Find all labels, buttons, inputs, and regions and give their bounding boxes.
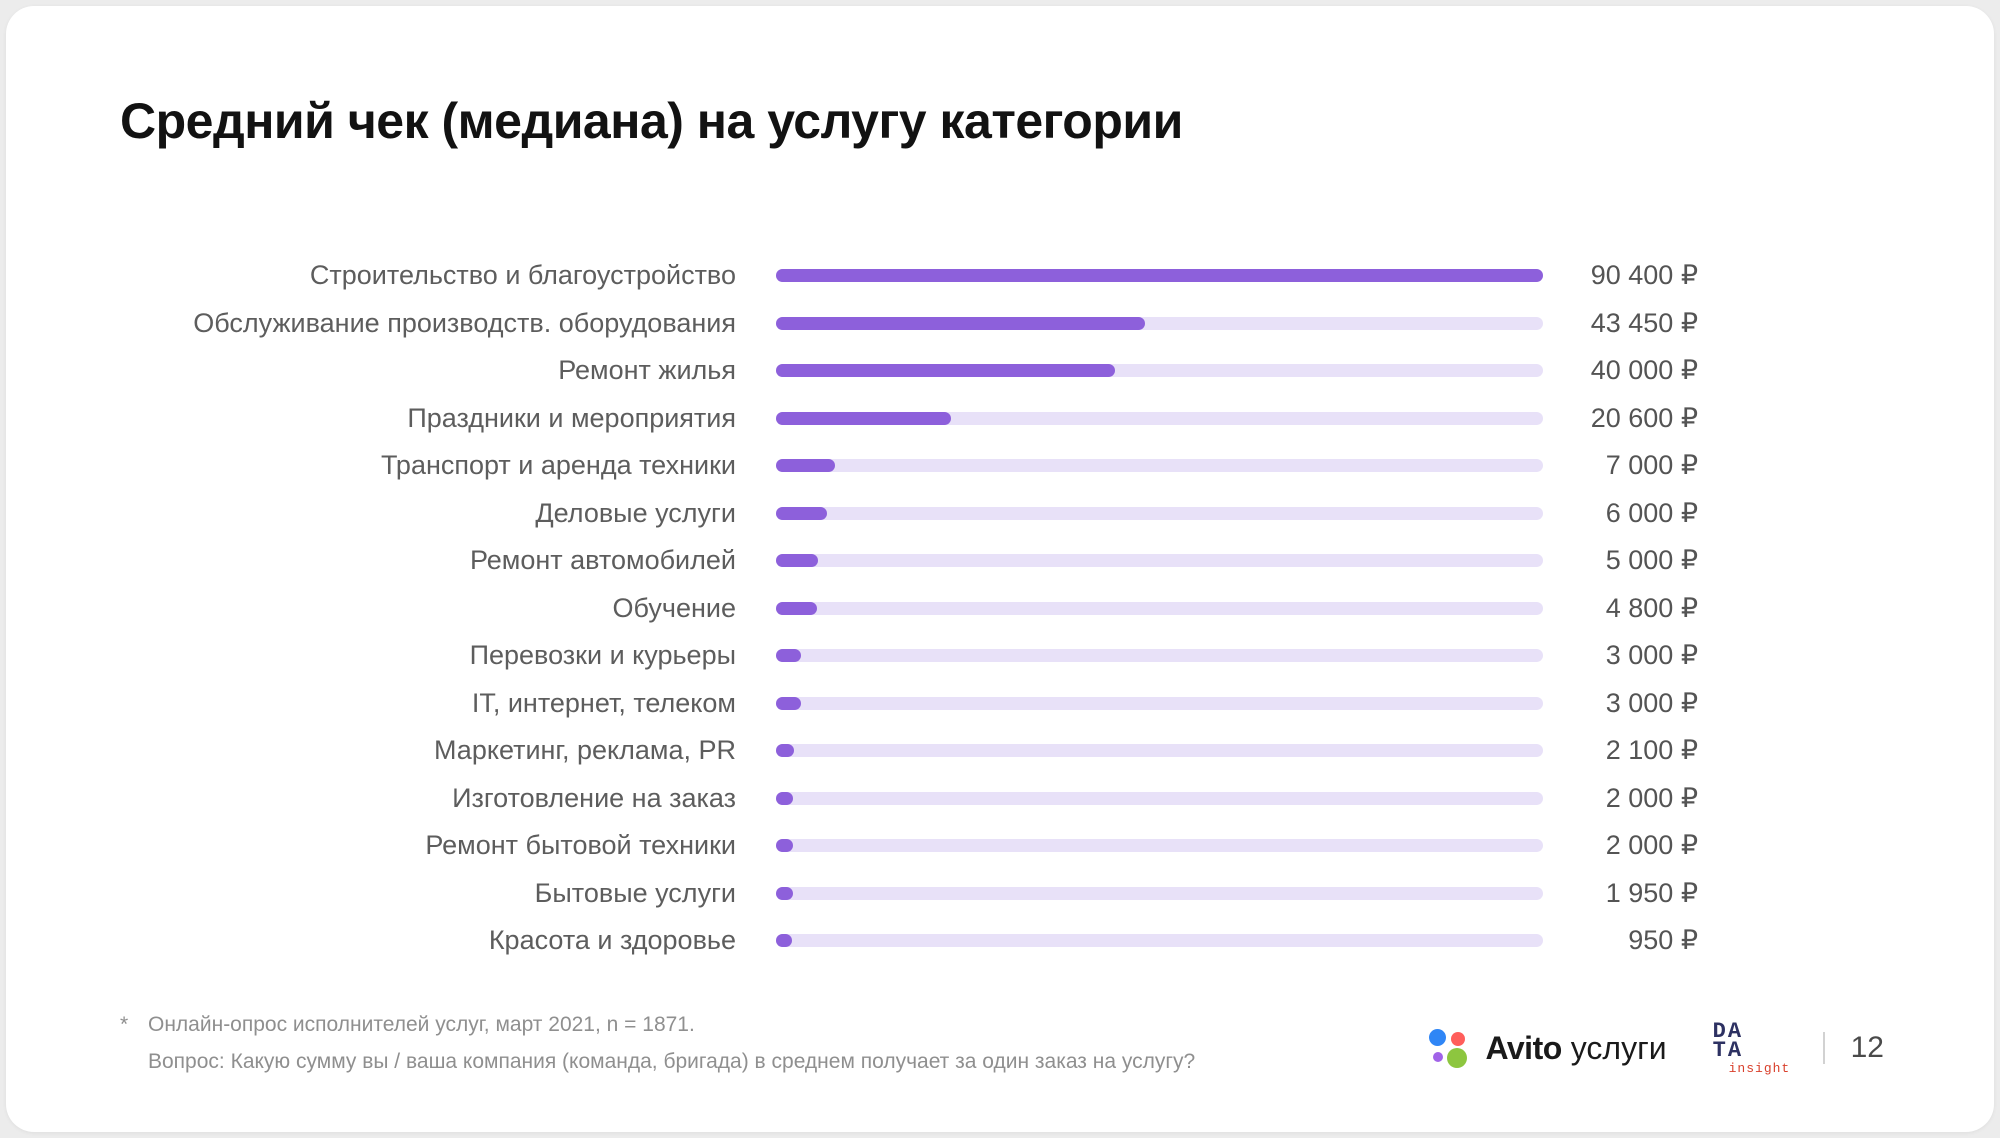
footer: Avito услуги DA TA insight 12 (1427, 1019, 1884, 1077)
bar-fill (776, 696, 802, 710)
bar-track (776, 316, 1543, 330)
value-label: 40 000 ₽ (1590, 355, 1698, 386)
bar-fill (776, 839, 793, 853)
category-label: Ремонт жилья (558, 355, 736, 386)
bar-track (776, 459, 1543, 473)
chart-row: Красота и здоровье 950 ₽ (120, 917, 1698, 965)
data-insight-line-2: TA (1712, 1038, 1744, 1063)
bar-track (776, 934, 1543, 948)
chart-row: Транспорт и аренда техники 7 000 ₽ (120, 442, 1698, 490)
chart-row: Ремонт автомобилей 5 000 ₽ (120, 537, 1698, 585)
category-label: Маркетинг, реклама, PR (434, 735, 736, 766)
footer-divider (1822, 1032, 1825, 1064)
value-label: 950 ₽ (1628, 925, 1698, 956)
value-label: 2 000 ₽ (1605, 830, 1698, 861)
category-label: Бытовые услуги (534, 877, 736, 908)
category-label: Обучение (612, 592, 736, 623)
chart-row: Перевозки и курьеры 3 000 ₽ (120, 632, 1698, 680)
bar-track (776, 554, 1543, 568)
chart-row: Деловые услуги 6 000 ₽ (120, 490, 1698, 538)
bar-track (776, 364, 1543, 378)
bar-fill (776, 934, 792, 948)
category-label: Деловые услуги (535, 497, 736, 528)
bar-fill (776, 649, 802, 663)
chart-row: Обучение 4 800 ₽ (120, 585, 1698, 633)
bar-chart: Строительство и благоустройство 90 400 ₽… (120, 252, 1698, 965)
avito-dot-green (1447, 1048, 1468, 1068)
bar-track (776, 744, 1543, 758)
bar-track (776, 601, 1543, 615)
value-label: 7 000 ₽ (1605, 450, 1698, 481)
footnote-line-1: Онлайн-опрос исполнителей услуг, март 20… (148, 1013, 695, 1036)
bar-fill (776, 554, 819, 568)
value-label: 90 400 ₽ (1590, 260, 1698, 291)
chart-rows: Строительство и благоустройство 90 400 ₽… (120, 252, 1698, 965)
value-label: 3 000 ₽ (1605, 687, 1698, 718)
data-insight-logo-icon: DA TA insight (1712, 1019, 1790, 1077)
value-label: 1 950 ₽ (1605, 877, 1698, 908)
category-label: Красота и здоровье (488, 925, 736, 956)
avito-services-label: услуги (1570, 1029, 1667, 1066)
chart-row: Изготовление на заказ 2 000 ₽ (120, 775, 1698, 823)
category-label: Транспорт и аренда техники (380, 450, 736, 481)
chart-row: Бытовые услуги 1 950 ₽ (120, 870, 1698, 918)
chart-row: Обслуживание производств. оборудования 4… (120, 300, 1698, 348)
chart-row: Праздники и мероприятия 20 600 ₽ (120, 395, 1698, 443)
footnote: * Онлайн-опрос исполнителей услуг, март … (120, 1006, 1195, 1080)
bar-fill (776, 791, 793, 805)
category-label: IT, интернет, телеком (471, 687, 736, 718)
bar-fill (776, 744, 794, 758)
avito-dot-blue (1429, 1029, 1447, 1046)
value-label: 2 000 ₽ (1605, 782, 1698, 813)
category-label: Ремонт автомобилей (469, 545, 736, 576)
chart-row: IT, интернет, телеком 3 000 ₽ (120, 680, 1698, 728)
page-number: 12 (1850, 1031, 1884, 1064)
category-label: Изготовление на заказ (452, 782, 736, 813)
bar-fill (776, 411, 951, 425)
bar-track (776, 839, 1543, 853)
footnote-asterisk: * (120, 1013, 129, 1036)
value-label: 6 000 ₽ (1605, 497, 1698, 528)
category-label: Строительство и благоустройство (309, 260, 736, 291)
bar-fill (776, 886, 793, 900)
bar-track (776, 791, 1543, 805)
chart-row: Маркетинг, реклама, PR 2 100 ₽ (120, 727, 1698, 775)
bar-fill (776, 459, 836, 473)
bar-track (776, 269, 1543, 283)
chart-row: Ремонт бытовой техники 2 000 ₽ (120, 822, 1698, 870)
avito-dot-red (1451, 1032, 1466, 1046)
bar-track (776, 506, 1543, 520)
bar-track (776, 411, 1543, 425)
avito-dot-purple (1433, 1052, 1444, 1062)
value-label: 2 100 ₽ (1605, 735, 1698, 766)
value-label: 5 000 ₽ (1605, 545, 1698, 576)
chart-row: Строительство и благоустройство 90 400 ₽ (120, 252, 1698, 300)
bar-track (776, 886, 1543, 900)
bar-fill (776, 601, 817, 615)
category-label: Обслуживание производств. оборудования (193, 307, 736, 338)
bar-track (776, 649, 1543, 663)
bar-track (776, 696, 1543, 710)
value-label: 4 800 ₽ (1605, 592, 1698, 623)
bar-fill (776, 316, 1145, 330)
chart-row: Ремонт жилья 40 000 ₽ (120, 347, 1698, 395)
avito-logo-icon (1427, 1025, 1471, 1071)
slide: Средний чек (медиана) на услугу категори… (6, 6, 1994, 1132)
bar-fill (776, 364, 1116, 378)
data-insight-line-1: DA (1712, 1019, 1744, 1044)
category-label: Перевозки и курьеры (469, 640, 736, 671)
value-label: 20 600 ₽ (1590, 402, 1698, 433)
category-label: Праздники и мероприятия (407, 402, 736, 433)
bar-fill (776, 506, 827, 520)
footnote-line-2: Вопрос: Какую сумму вы / ваша компания (… (148, 1050, 1196, 1073)
category-label: Ремонт бытовой техники (425, 830, 736, 861)
value-label: 43 450 ₽ (1590, 307, 1698, 338)
value-label: 3 000 ₽ (1605, 640, 1698, 671)
page-title: Средний чек (медиана) на услугу категори… (120, 93, 1183, 149)
data-insight-sub: insight (1728, 1061, 1791, 1076)
bar-fill (776, 269, 1543, 283)
avito-wordmark: Avito (1485, 1029, 1562, 1066)
data-insight-letters: DA TA (1712, 1019, 1779, 1063)
footnote-text: Онлайн-опрос исполнителей услуг, март 20… (148, 1006, 1195, 1080)
